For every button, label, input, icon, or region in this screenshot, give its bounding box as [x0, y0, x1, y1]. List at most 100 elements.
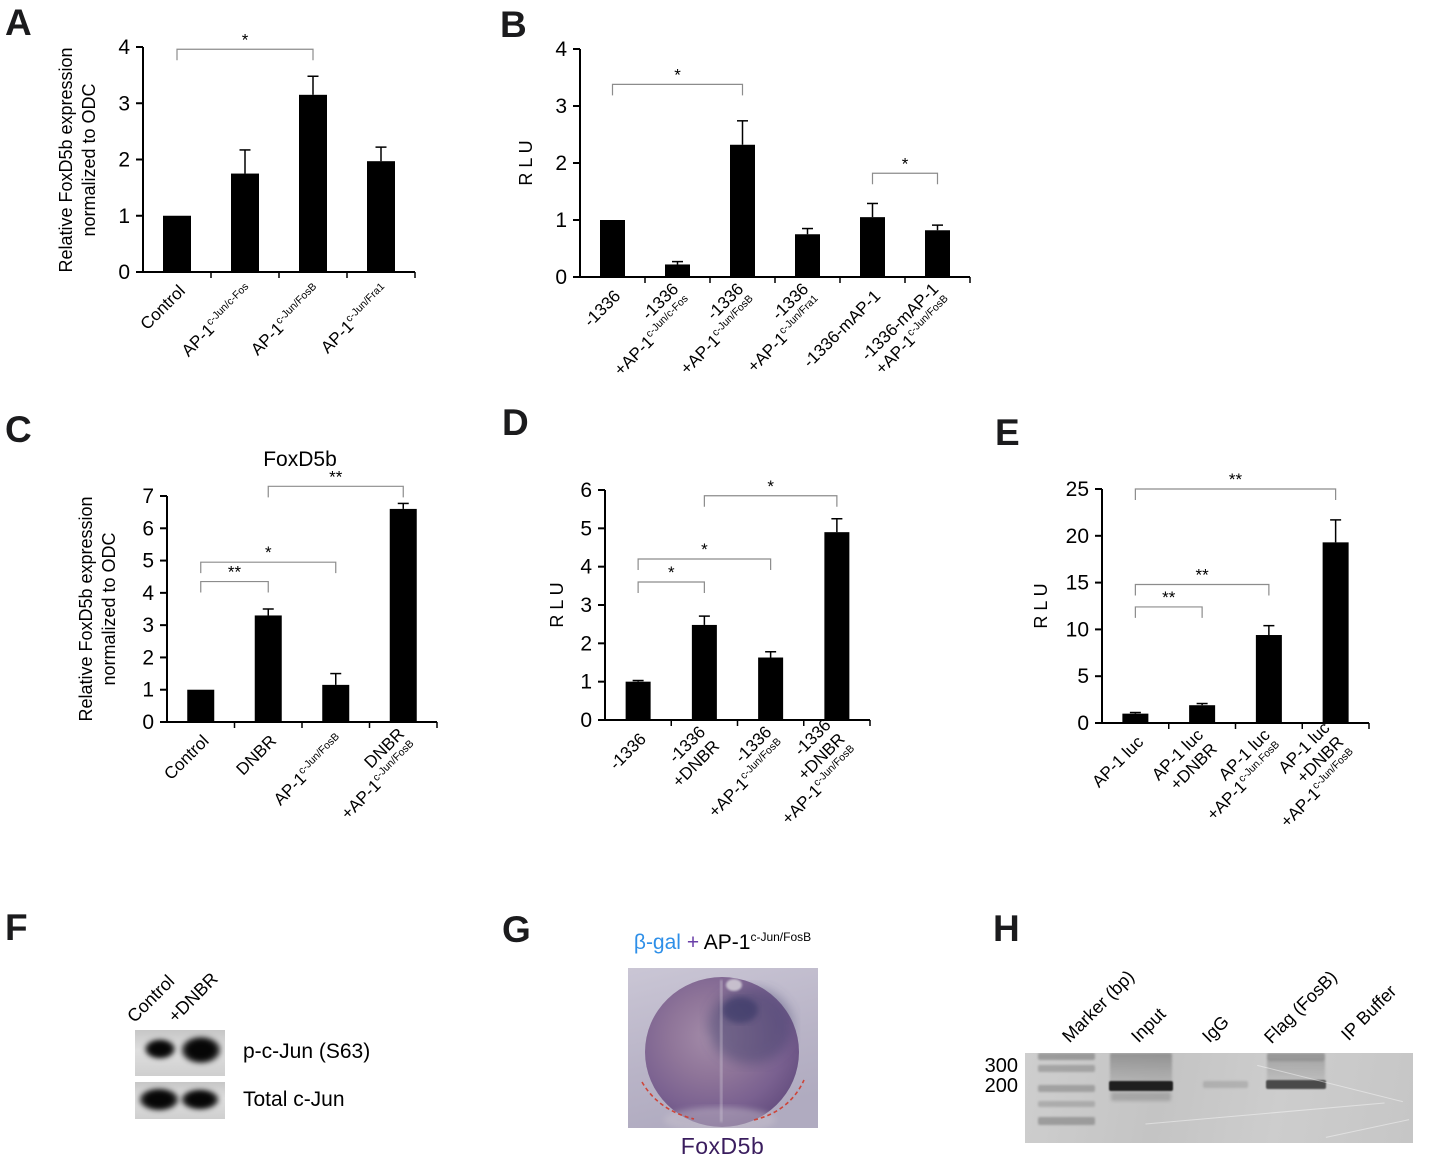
- embryo-title-beta-gal: β-gal: [633, 931, 681, 954]
- igg-faint-band: [1203, 1081, 1248, 1088]
- bar: [625, 681, 651, 720]
- y-tick-label: 3: [555, 95, 567, 118]
- significance-bracket: [200, 580, 269, 593]
- blot-lane-label-dnbr: +DNBR: [164, 968, 222, 1027]
- category-label: AP-1c-Jun/Fra1: [316, 281, 392, 357]
- panel-a-bar-chart: 0 1 2 3 4 * Control AP-1c-Jun/c-Fos AP-1c-Jun/Fo…: [0, 0, 470, 400]
- bar: [1122, 713, 1149, 723]
- gel-scratch: [1145, 1102, 1385, 1125]
- y-tick-label: 1: [142, 679, 154, 702]
- bar: [691, 624, 717, 720]
- y-tick-label: 15: [1066, 572, 1089, 595]
- significance-label: *: [668, 563, 675, 582]
- y-tick-label: 5: [580, 517, 592, 540]
- y-tick-label: 3: [580, 594, 592, 617]
- significance-bracket: [1134, 488, 1337, 500]
- panel-letter-c: C: [5, 409, 32, 450]
- bar: [758, 657, 784, 720]
- bar: [322, 684, 350, 722]
- gel-lane-label-ip-buffer: IP Buffer: [1337, 981, 1401, 1045]
- panel-f-western-blot: Control +DNBR p-c-Jun (S63) Total c-Jun: [0, 900, 470, 1164]
- size-marker-200: 200: [984, 1075, 1018, 1097]
- significance-label: *: [265, 543, 272, 562]
- y-tick-label: 5: [142, 550, 154, 573]
- significance-bracket: [703, 495, 838, 507]
- significance-label: *: [242, 30, 249, 49]
- bar: [730, 144, 755, 277]
- blot-band-control: [143, 1038, 177, 1060]
- gel-scratch: [1325, 1119, 1410, 1138]
- blot-row-label-total-c-jun: Total c-Jun: [243, 1088, 345, 1111]
- significance-label: *: [674, 65, 681, 84]
- category-label: Control: [160, 731, 212, 783]
- significance-label: **: [1196, 565, 1210, 584]
- y-tick-label: 4: [555, 38, 567, 61]
- gel-lane-label-marker: Marker (bp): [1058, 966, 1139, 1047]
- chart-svg-a: 0 1 2 3 4 * ControlAP-1c-Jun/c-FosAP-1c-Jun/Fo…: [56, 30, 416, 360]
- bar: [665, 264, 690, 277]
- embryo-caption: FoxD5b: [680, 1133, 765, 1159]
- category-label-superscript: c-Jun/c-Fos: [204, 281, 251, 328]
- y-tick-label: 1: [118, 205, 130, 228]
- panel-e-bar-chart: 0 5 10 15 20 25 ** ** ** AP-1 luc AP-1 luc +DNBR AP-…: [950, 400, 1430, 860]
- bar: [187, 689, 215, 722]
- category-label-superscript: c-Jun/FosB: [296, 731, 342, 777]
- marker-band: [1038, 1101, 1095, 1107]
- blot-band-dnbr: [179, 1035, 223, 1065]
- panel-letter-h: H: [993, 908, 1020, 949]
- marker-band-200: [1038, 1085, 1095, 1092]
- y-tick-label: 25: [1066, 478, 1089, 501]
- panel-d-bar-chart: 0 1 2 3 4 5 6 * * * -1336 -1336 +DNBR -1336 +AP-1c-Jun…: [470, 400, 950, 860]
- significance-label: *: [767, 477, 774, 496]
- significance-bracket: [611, 83, 744, 96]
- significance-bracket: [871, 172, 939, 185]
- y-tick-label: 2: [118, 149, 130, 172]
- bar: [824, 532, 850, 720]
- embryo-photo: [628, 968, 818, 1133]
- blot-image-p-c-jun: [135, 1030, 225, 1076]
- significance-bracket: [1134, 583, 1270, 596]
- embryo-title: β-gal + AP-1c-Jun/FosB: [530, 930, 915, 955]
- category-label: Control: [137, 281, 189, 333]
- bar: [231, 173, 259, 272]
- significance-label: **: [329, 467, 343, 486]
- y-tick-label: 2: [580, 632, 592, 655]
- size-marker-300: 300: [984, 1055, 1018, 1077]
- red-dashed-arc-left: [641, 1081, 695, 1120]
- bar: [925, 230, 950, 277]
- panel-letter-d: D: [502, 402, 529, 443]
- input-lower-smear: [1111, 1092, 1171, 1101]
- flag-smear: [1267, 1060, 1325, 1081]
- panel-letter-g: G: [502, 909, 531, 950]
- y-axis-label: Relative FoxD5b expression: [76, 496, 96, 721]
- embryo-top-highlight: [726, 979, 742, 991]
- y-tick-label: 2: [142, 646, 154, 669]
- significance-label: *: [902, 154, 909, 173]
- significance-bracket: [637, 581, 705, 593]
- y-tick-label: 4: [118, 36, 130, 59]
- bar: [389, 508, 417, 722]
- panel-letter-a: A: [5, 2, 32, 43]
- panel-c-bar-chart: 0 1 2 3 4 5 6 7 ** * ** Control DNBR AP-1c-Jun/FosB DN…: [0, 400, 470, 860]
- panel-h-gel: Marker (bp) Input IgG Flag (FosB) IP Buf…: [950, 890, 1430, 1164]
- y-tick-label: 7: [142, 485, 154, 508]
- category-label: -1336: [580, 286, 624, 330]
- y-tick-label: 4: [580, 556, 592, 579]
- y-tick-label: 0: [555, 266, 567, 289]
- significance-bracket: [1134, 606, 1203, 618]
- y-tick-label: 3: [142, 614, 154, 637]
- embryo-photo-svg: [628, 968, 818, 1133]
- embryo-title-construct-sup: c-Jun/FosB: [750, 930, 812, 944]
- significance-bracket: [176, 48, 314, 61]
- significance-label: **: [1162, 588, 1176, 607]
- y-tick-label: 0: [1077, 712, 1089, 735]
- embryo-title-plus: +: [686, 931, 700, 954]
- bar: [1322, 542, 1349, 723]
- gel-lane-label-igg: IgG: [1198, 1011, 1233, 1047]
- embryo-title-construct: AP-1: [703, 931, 751, 954]
- bar: [299, 94, 327, 272]
- significance-bracket: [267, 485, 404, 498]
